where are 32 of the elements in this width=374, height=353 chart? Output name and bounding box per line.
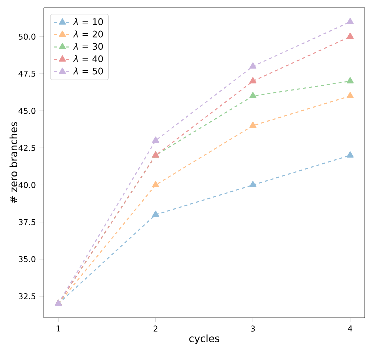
point (346, 18, 354, 24)
y-tick-label: 40.0 (18, 182, 36, 188)
y-tick-label: 45.0 (18, 108, 36, 114)
point (346, 32, 354, 40)
x-tick-label: 2 (154, 326, 158, 332)
point (152, 181, 160, 188)
y-tick-label: 32.5 (19, 293, 36, 300)
x-tick-label: 4 (348, 326, 353, 332)
point (250, 122, 257, 128)
legend-label: λ = 20 (73, 30, 104, 38)
y-tick-label: 35.0 (19, 256, 36, 262)
x-tick-label: 3 (251, 326, 256, 332)
point (250, 92, 257, 99)
legend-label: λ = 40 (73, 55, 104, 62)
legend-label: λ = 30 (73, 43, 104, 50)
y-axis-title: # zero branches (10, 122, 18, 204)
point (152, 210, 160, 218)
point (250, 77, 257, 84)
y-tick-label: 37.5 (19, 219, 36, 226)
legend-label: λ = 10 (73, 18, 104, 26)
y-tick-label: 47.5 (18, 71, 36, 77)
point (346, 152, 354, 158)
y-tick-label: 42.5 (18, 145, 36, 152)
x-axis-title: cycles (190, 334, 220, 344)
point (346, 77, 354, 84)
x-tick-label: 1 (56, 326, 60, 332)
legend-label: λ = 50 (73, 68, 104, 75)
point (250, 181, 257, 188)
point (250, 62, 257, 69)
point (152, 136, 160, 143)
point (346, 92, 354, 99)
y-tick-label: 50.0 (19, 34, 36, 40)
